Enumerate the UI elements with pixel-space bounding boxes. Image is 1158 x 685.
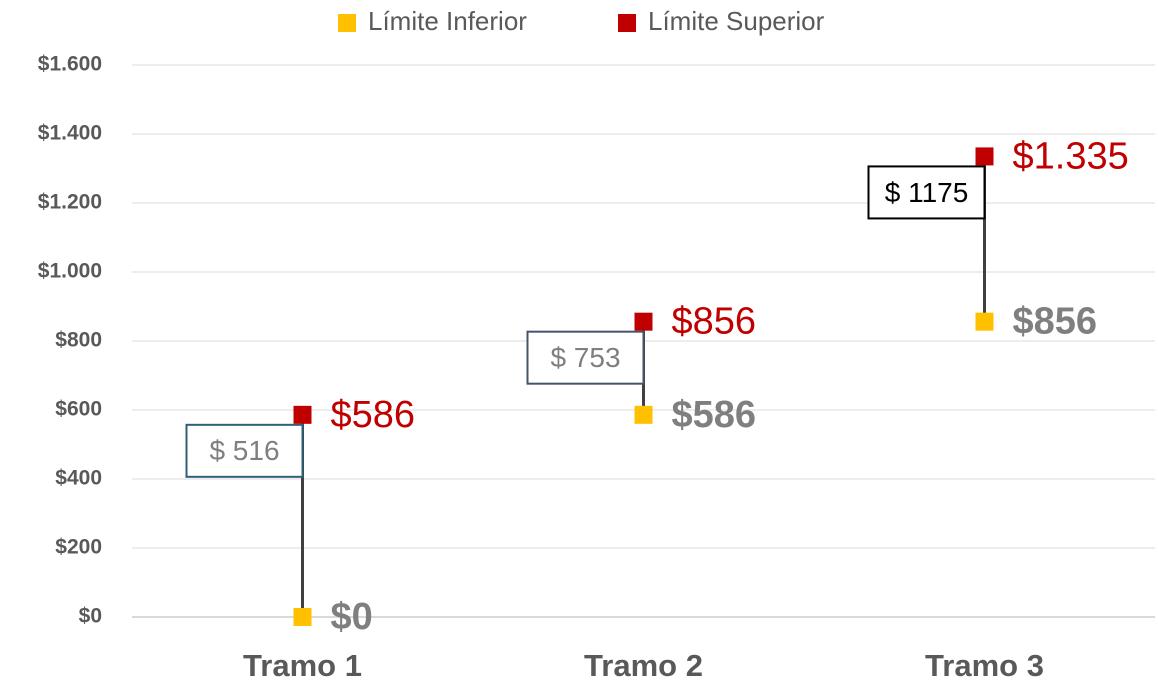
y-tick-label: $1.000: [38, 260, 102, 283]
annotation: $ 516: [209, 435, 279, 466]
annotation-box: [867, 165, 986, 220]
y-tick-label: $400: [55, 467, 102, 490]
y-tick-label: $1.600: [38, 53, 102, 76]
legend-label: Límite Superior: [648, 6, 825, 36]
y-tick-label: $200: [55, 536, 102, 559]
annotation-box: [526, 330, 645, 385]
value-label: $856: [672, 301, 757, 343]
y-tick-label: $1.400: [38, 122, 102, 145]
value-label: $586: [331, 394, 416, 436]
value-label: $1.335: [1013, 135, 1129, 177]
legend-label: Límite Inferior: [368, 6, 527, 36]
annotation-box: [185, 423, 304, 478]
y-tick-label: $600: [55, 398, 102, 421]
annotation: $ 1175: [885, 177, 969, 208]
x-tick-label: Tramo 2: [584, 648, 703, 683]
x-tick-label: Tramo 1: [243, 648, 362, 683]
marker: [975, 147, 994, 166]
marker: [293, 608, 312, 626]
value-label: $0: [331, 596, 373, 638]
annotation: $ 753: [550, 342, 620, 373]
legend-swatch: [338, 14, 356, 32]
marker: [975, 312, 994, 331]
value-label: $586: [672, 394, 757, 436]
marker: [634, 312, 653, 331]
value-label: $856: [1013, 301, 1098, 343]
y-tick-label: $1.200: [38, 191, 102, 214]
marker: [634, 405, 653, 424]
marker: [293, 405, 312, 424]
y-tick-label: $0: [79, 605, 102, 628]
legend-swatch: [618, 14, 636, 32]
x-tick-label: Tramo 3: [925, 648, 1044, 683]
y-tick-label: $800: [55, 329, 102, 352]
